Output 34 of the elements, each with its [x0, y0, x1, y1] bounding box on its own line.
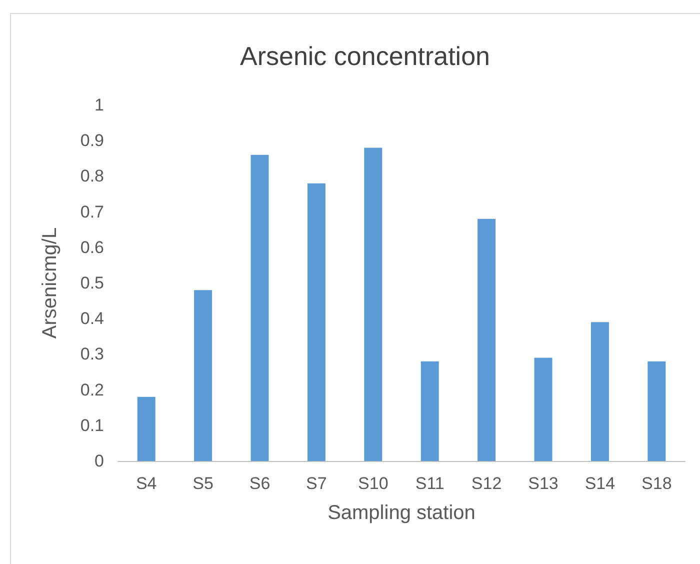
y-tick-label: 0.2: [80, 380, 104, 400]
y-tick-label: 0.9: [80, 131, 104, 150]
y-axis-title: Arsenicmg/L: [39, 227, 61, 339]
y-tick-label: 0.8: [80, 166, 104, 186]
x-tick-label: S12: [471, 474, 502, 493]
x-tick-label: S5: [192, 474, 214, 493]
x-tick-label: S13: [528, 474, 558, 493]
x-tick-label: S18: [642, 474, 672, 493]
bar: [307, 183, 326, 461]
x-axis-title: Sampling station: [328, 502, 476, 524]
bar: [590, 322, 609, 461]
y-tick-label: 0.5: [80, 274, 104, 292]
bar: [364, 148, 382, 461]
x-tick-label: S4: [136, 474, 157, 493]
bar: [420, 361, 439, 461]
bar: [478, 218, 496, 461]
x-tick-label: S7: [306, 474, 327, 493]
y-tick-label: 0.7: [80, 202, 104, 222]
y-tick-label: 0: [94, 452, 104, 470]
bar: [534, 358, 552, 461]
x-tick-label: S10: [358, 474, 388, 493]
bar: [648, 361, 666, 461]
bar: [194, 290, 212, 461]
bar: [250, 154, 269, 461]
x-tick-label: S11: [415, 474, 444, 493]
y-tick-label: 1: [94, 96, 104, 114]
x-tick-label: S14: [584, 474, 616, 493]
y-tick-label: 0.1: [80, 416, 104, 435]
bar: [137, 396, 156, 461]
y-tick-label: 0.3: [80, 344, 104, 364]
chart-title: Arsenic concentration: [240, 41, 490, 71]
y-tick-label: 0.6: [80, 238, 104, 257]
y-tick-label: 0.4: [80, 309, 104, 328]
x-tick-label: S6: [249, 474, 270, 493]
